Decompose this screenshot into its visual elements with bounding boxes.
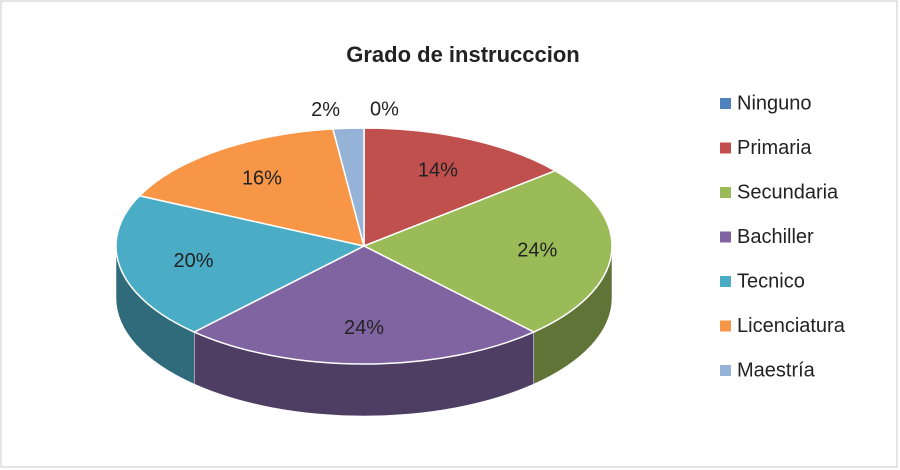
- legend-swatch: [720, 142, 731, 154]
- data-label: 0%: [370, 99, 399, 121]
- legend-swatch: [720, 187, 731, 198]
- data-label: 24%: [517, 239, 557, 261]
- slice: [115, 194, 367, 333]
- legend-label: Ninguno: [737, 92, 812, 114]
- legend-swatch: [720, 231, 731, 243]
- legend-label: Licenciatura: [737, 315, 846, 337]
- legend-label: Maestría: [737, 359, 816, 381]
- slice: [331, 127, 365, 247]
- legend-swatch: [720, 276, 731, 287]
- legend-swatch: [720, 320, 731, 332]
- legend-swatch: [720, 98, 731, 109]
- data-label: 14%: [418, 160, 458, 182]
- legend-label: Bachiller: [737, 226, 814, 248]
- chart-title: Grado de instrucccion: [346, 42, 580, 67]
- data-label: 24%: [344, 317, 384, 339]
- slice: [362, 169, 613, 333]
- data-label: 20%: [173, 250, 213, 272]
- legend-label: Secundaria: [737, 181, 839, 203]
- legend-label: Primaria: [737, 137, 812, 159]
- slice: [363, 127, 557, 248]
- slice: [192, 245, 536, 365]
- legend-swatch: [720, 365, 731, 376]
- data-label: 2%: [311, 99, 340, 121]
- legend-label: Tecnico: [737, 270, 805, 292]
- data-label: 16%: [242, 167, 282, 189]
- slice: [138, 128, 366, 248]
